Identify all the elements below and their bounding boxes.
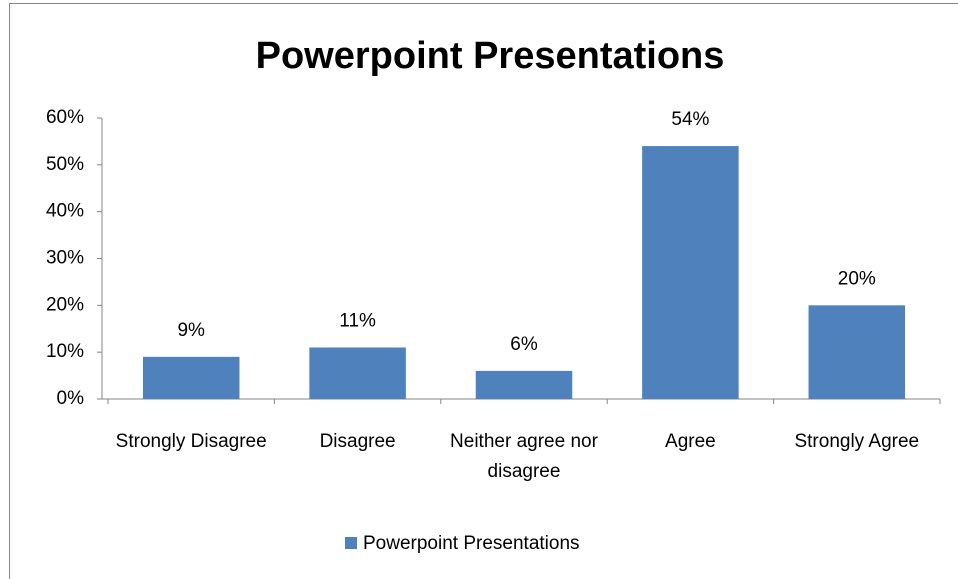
data-label: 9% bbox=[177, 320, 205, 341]
y-tick-label: 60% bbox=[46, 107, 84, 128]
data-label: 6% bbox=[510, 334, 538, 355]
bar bbox=[475, 370, 573, 399]
bar bbox=[309, 347, 406, 399]
x-tick-label: Strongly Disagree bbox=[115, 431, 267, 452]
x-tick-label: Strongly Agree bbox=[794, 431, 920, 452]
bar bbox=[642, 146, 739, 399]
bar bbox=[808, 305, 906, 399]
x-tick-label: Disagree bbox=[319, 431, 396, 452]
y-tick-label: 30% bbox=[46, 248, 84, 269]
data-label: 54% bbox=[671, 109, 709, 130]
y-tick-label: 40% bbox=[46, 201, 84, 222]
y-tick-label: 20% bbox=[46, 294, 84, 315]
chart-frame bbox=[9, 3, 958, 579]
legend-swatch bbox=[345, 537, 357, 549]
y-tick-label: 10% bbox=[46, 341, 84, 362]
data-label: 11% bbox=[339, 310, 376, 331]
legend-label: Powerpoint Presentations bbox=[363, 533, 580, 554]
y-tick-label: 0% bbox=[57, 388, 85, 409]
y-tick-label: 50% bbox=[46, 154, 84, 175]
data-label: 20% bbox=[838, 268, 876, 289]
x-tick-label: Neither agree nor disagree bbox=[450, 431, 598, 482]
bar bbox=[142, 356, 240, 399]
chart-title: Powerpoint Presentations bbox=[256, 35, 725, 77]
x-tick-label: Agree bbox=[665, 431, 716, 452]
